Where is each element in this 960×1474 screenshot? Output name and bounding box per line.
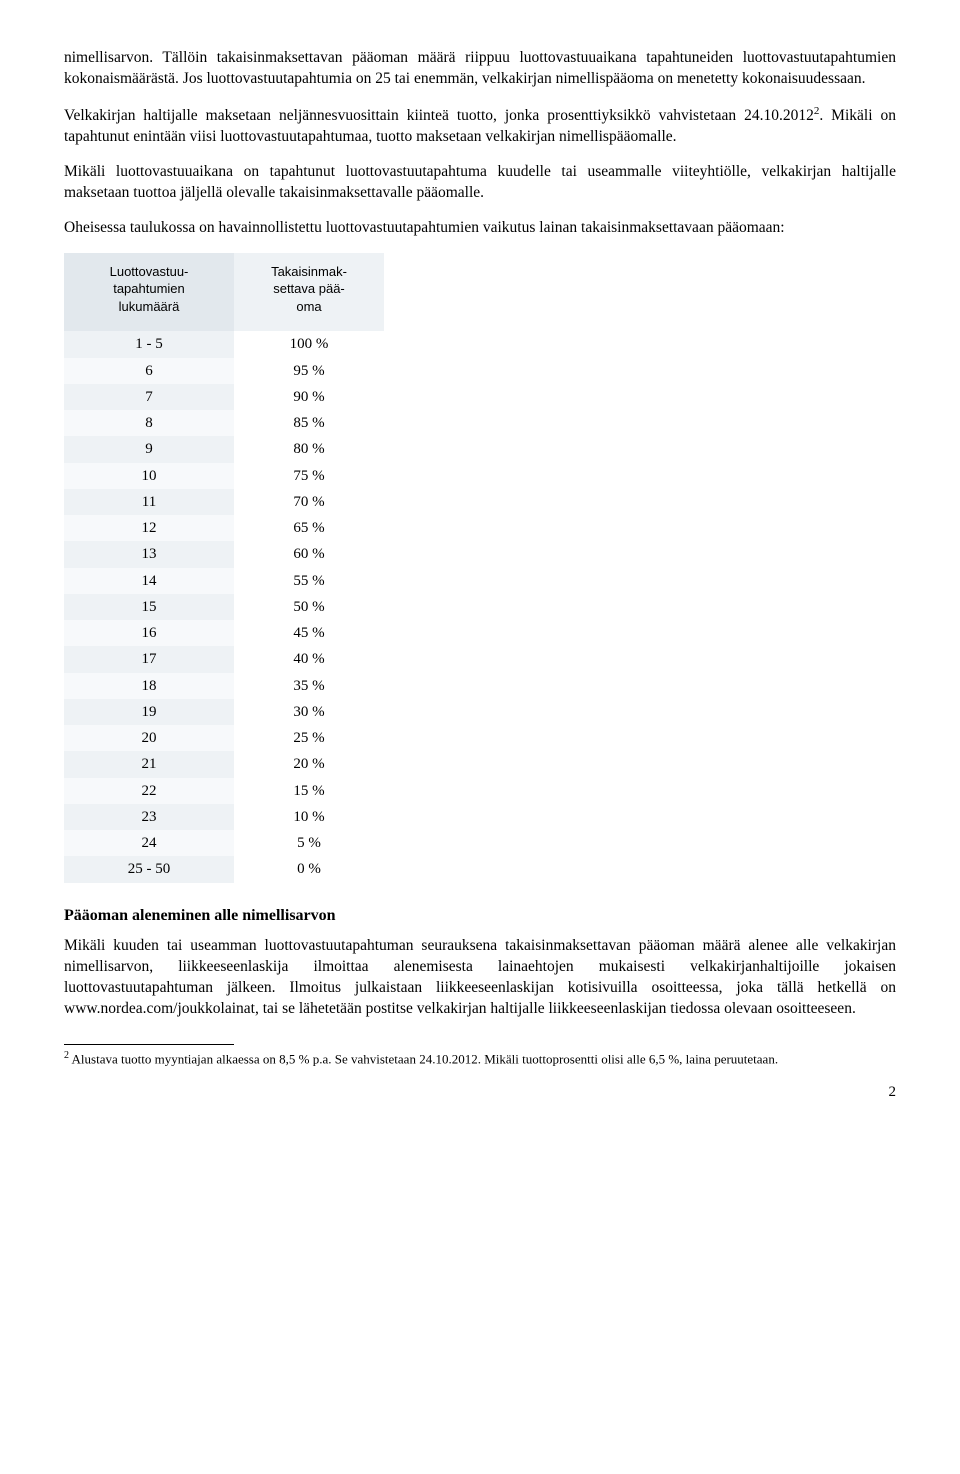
table-header-row: Luottovastuu-tapahtumienlukumäärä Takais… [64, 253, 384, 332]
table-row: 885 % [64, 410, 384, 436]
cell-event-count: 19 [64, 699, 234, 725]
cell-principal-pct: 65 % [234, 515, 384, 541]
table-row: 1455 % [64, 568, 384, 594]
cell-event-count: 9 [64, 436, 234, 462]
cell-principal-pct: 75 % [234, 463, 384, 489]
table-row: 1550 % [64, 594, 384, 620]
principal-table: Luottovastuu-tapahtumienlukumäärä Takais… [64, 253, 384, 883]
table-row: 245 % [64, 830, 384, 856]
cell-event-count: 7 [64, 384, 234, 410]
cell-event-count: 11 [64, 489, 234, 515]
cell-event-count: 16 [64, 620, 234, 646]
cell-principal-pct: 85 % [234, 410, 384, 436]
cell-event-count: 25 - 50 [64, 856, 234, 882]
table-header-principal: Takaisinmak-settava pää-oma [234, 253, 384, 332]
cell-principal-pct: 25 % [234, 725, 384, 751]
cell-event-count: 6 [64, 358, 234, 384]
table-row: 2215 % [64, 778, 384, 804]
table-row: 1360 % [64, 541, 384, 567]
table-body: 1 - 5100 %695 %790 %885 %980 %1075 %1170… [64, 331, 384, 882]
paragraph-4: Oheisessa taulukossa on havainnollistett… [64, 218, 896, 239]
table-row: 1930 % [64, 699, 384, 725]
cell-principal-pct: 95 % [234, 358, 384, 384]
cell-event-count: 10 [64, 463, 234, 489]
table-row: 980 % [64, 436, 384, 462]
table-row: 1075 % [64, 463, 384, 489]
table-row: 2025 % [64, 725, 384, 751]
cell-event-count: 22 [64, 778, 234, 804]
table-row: 2310 % [64, 804, 384, 830]
cell-principal-pct: 40 % [234, 646, 384, 672]
table-row: 1835 % [64, 673, 384, 699]
cell-event-count: 23 [64, 804, 234, 830]
table-row: 1265 % [64, 515, 384, 541]
page-number: 2 [64, 1082, 896, 1102]
cell-principal-pct: 5 % [234, 830, 384, 856]
cell-principal-pct: 20 % [234, 751, 384, 777]
cell-principal-pct: 80 % [234, 436, 384, 462]
cell-event-count: 17 [64, 646, 234, 672]
cell-principal-pct: 60 % [234, 541, 384, 567]
cell-event-count: 24 [64, 830, 234, 856]
table-row: 695 % [64, 358, 384, 384]
cell-principal-pct: 100 % [234, 331, 384, 357]
footnote-rule [64, 1044, 234, 1045]
table-header-events: Luottovastuu-tapahtumienlukumäärä [64, 253, 234, 332]
table-row: 1645 % [64, 620, 384, 646]
cell-principal-pct: 50 % [234, 594, 384, 620]
cell-principal-pct: 70 % [234, 489, 384, 515]
paragraph-3: Mikäli luottovastuuaikana on tapahtunut … [64, 162, 896, 204]
cell-event-count: 13 [64, 541, 234, 567]
cell-principal-pct: 90 % [234, 384, 384, 410]
table-row: 790 % [64, 384, 384, 410]
footnote-text: Alustava tuotto myyntiajan alkaessa on 8… [69, 1051, 778, 1066]
cell-event-count: 20 [64, 725, 234, 751]
cell-principal-pct: 35 % [234, 673, 384, 699]
table-row: 1 - 5100 % [64, 331, 384, 357]
principal-table-container: Luottovastuu-tapahtumienlukumäärä Takais… [64, 253, 896, 883]
cell-event-count: 15 [64, 594, 234, 620]
cell-event-count: 8 [64, 410, 234, 436]
cell-event-count: 1 - 5 [64, 331, 234, 357]
cell-principal-pct: 10 % [234, 804, 384, 830]
paragraph-2: Velkakirjan haltijalle maksetaan neljänn… [64, 104, 896, 148]
cell-principal-pct: 45 % [234, 620, 384, 646]
cell-principal-pct: 55 % [234, 568, 384, 594]
paragraph-1: nimellisarvon. Tällöin takaisinmaksettav… [64, 48, 896, 90]
cell-principal-pct: 30 % [234, 699, 384, 725]
table-row: 2120 % [64, 751, 384, 777]
paragraph-2-part-a: Velkakirjan haltijalle maksetaan neljänn… [64, 107, 814, 124]
cell-principal-pct: 0 % [234, 856, 384, 882]
footnote-2: 2 Alustava tuotto myyntiajan alkaessa on… [64, 1049, 896, 1068]
table-row: 1740 % [64, 646, 384, 672]
section-heading-principal-below-nominal: Pääoman aleneminen alle nimellisarvon [64, 905, 896, 927]
cell-event-count: 18 [64, 673, 234, 699]
cell-event-count: 14 [64, 568, 234, 594]
cell-principal-pct: 15 % [234, 778, 384, 804]
section-body-principal-below-nominal: Mikäli kuuden tai useamman luottovastuut… [64, 936, 896, 1020]
table-row: 1170 % [64, 489, 384, 515]
table-row: 25 - 500 % [64, 856, 384, 882]
cell-event-count: 21 [64, 751, 234, 777]
cell-event-count: 12 [64, 515, 234, 541]
